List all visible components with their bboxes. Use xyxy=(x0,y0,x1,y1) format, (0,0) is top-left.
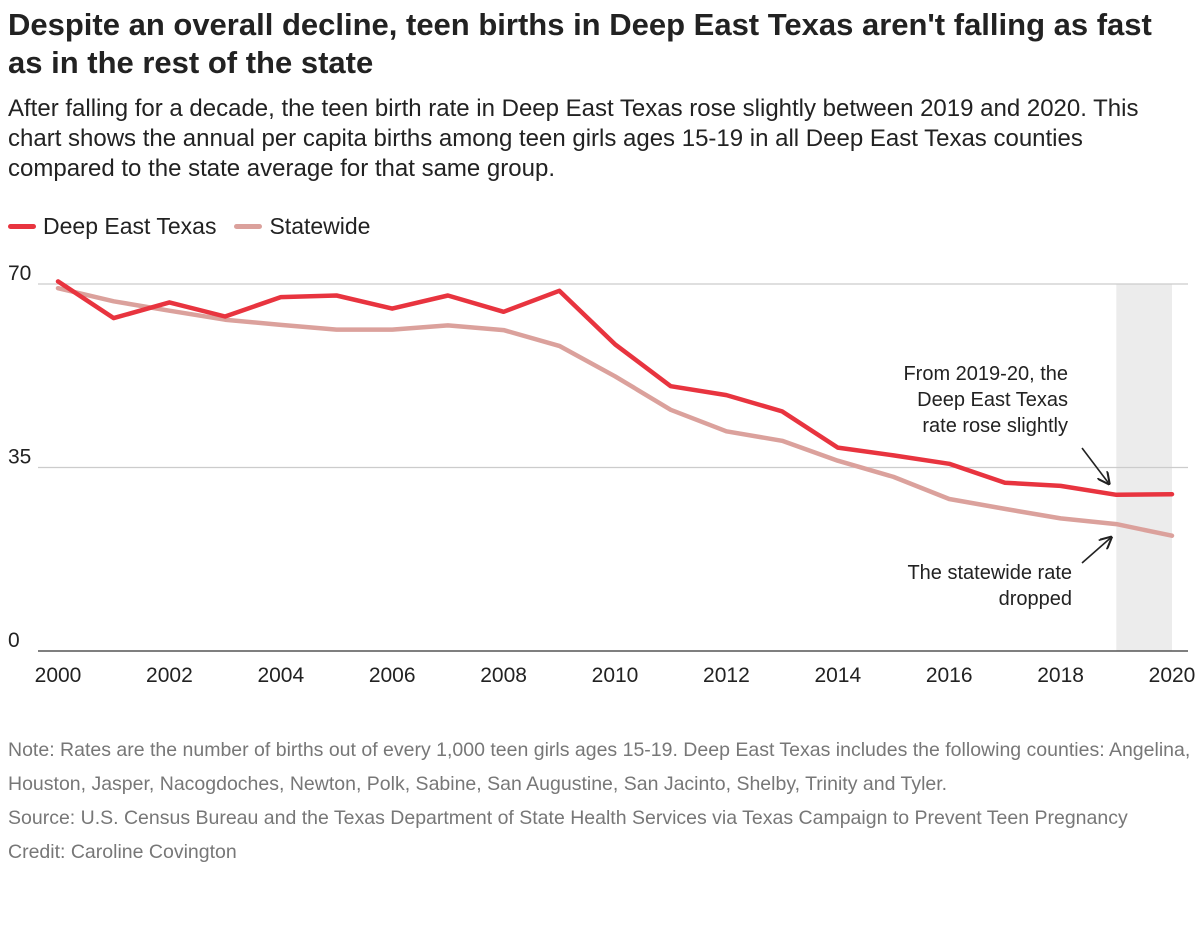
x-tick-label: 2012 xyxy=(703,664,750,687)
y-tick-label: 0 xyxy=(8,629,20,652)
series-line-statewide xyxy=(55,285,1175,538)
x-tick-label: 2006 xyxy=(369,664,416,687)
y-tick-label: 35 xyxy=(8,446,31,469)
legend-swatch-statewide xyxy=(234,223,263,229)
x-tick-label: 2016 xyxy=(926,664,973,687)
annotation-line: rate rose slightly xyxy=(922,415,1068,437)
annotation-statewide: The statewide rate dropped xyxy=(907,562,1072,610)
legend-label-statewide: Statewide xyxy=(269,212,371,239)
x-tick-label: 2000 xyxy=(35,664,82,687)
note-text: Note: Rates are the number of births out… xyxy=(8,739,1191,795)
y-tick-label: 70 xyxy=(8,262,31,285)
x-tick-label: 2014 xyxy=(814,664,861,687)
x-tick-label: 2004 xyxy=(257,664,304,687)
legend-item-statewide: Statewide xyxy=(234,213,370,240)
legend-item-deep-east-texas: Deep East Texas xyxy=(8,213,216,240)
x-tick-label: 2018 xyxy=(1037,664,1084,687)
legend-swatch-deep-east-texas xyxy=(8,223,36,229)
legend: Deep East Texas Statewide xyxy=(8,212,388,240)
series-line-deep-east-texas xyxy=(55,279,1175,498)
credit-text: Credit: Caroline Covington xyxy=(8,841,237,863)
annotation-arrow-deep-east-texas xyxy=(1081,447,1108,483)
line-chart: 0 35 70 2000 2002 2004 2006 2008 2010 2012 2014 201… xyxy=(8,262,1196,687)
x-tick-label: 2010 xyxy=(592,664,639,687)
x-tick-label: 2020 xyxy=(1149,664,1196,687)
annotation-line: The statewide rate xyxy=(907,562,1072,584)
x-tick-label: 2002 xyxy=(146,664,193,687)
annotation-arrow-statewide xyxy=(1081,538,1110,564)
annotation-line: dropped xyxy=(999,588,1072,610)
chart-notes: Note: Rates are the number of births out… xyxy=(8,733,1193,869)
annotation-line: From 2019-20, the xyxy=(903,363,1068,385)
chart-subtitle: After falling for a decade, the teen bir… xyxy=(8,95,1139,182)
source-text: Source: U.S. Census Bureau and the Texas… xyxy=(8,807,1128,829)
chart-title: Despite an overall decline, teen births … xyxy=(8,7,1152,80)
legend-label-deep-east-texas: Deep East Texas xyxy=(43,212,217,239)
annotation-deep-east-texas: From 2019-20, the Deep East Texas rate ros… xyxy=(903,363,1068,437)
annotation-line: Deep East Texas xyxy=(917,389,1068,411)
x-tick-label: 2008 xyxy=(480,664,527,687)
